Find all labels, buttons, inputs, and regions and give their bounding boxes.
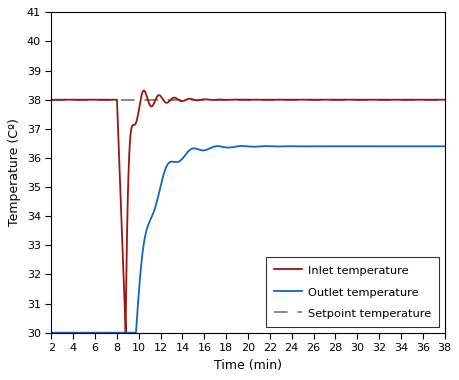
- Outlet temperature: [371, 144, 377, 149]
- X-axis label: Time (min): Time (min): [213, 359, 281, 372]
- Inlet temperature: [441, 97, 447, 102]
- Outlet temperature: [284, 144, 290, 149]
- Inlet temperature: [199, 97, 204, 102]
- Line: Outlet temperature: Outlet temperature: [51, 146, 444, 333]
- Outlet temperature: [304, 144, 309, 149]
- Outlet temperature: [341, 144, 347, 149]
- Inlet temperature: [304, 97, 309, 102]
- Inlet temperature: [141, 88, 146, 93]
- Y-axis label: Temperature (Cº): Temperature (Cº): [8, 119, 21, 226]
- Inlet temperature: [123, 330, 128, 334]
- Outlet temperature: [441, 144, 447, 149]
- Inlet temperature: [371, 97, 377, 102]
- Outlet temperature: [198, 148, 204, 153]
- Legend: Inlet temperature, Outlet temperature, Setpoint temperature: Inlet temperature, Outlet temperature, S…: [265, 256, 438, 327]
- Inlet temperature: [341, 97, 347, 102]
- Line: Inlet temperature: Inlet temperature: [51, 90, 444, 332]
- Inlet temperature: [49, 97, 54, 102]
- Outlet temperature: [238, 144, 244, 148]
- Inlet temperature: [284, 97, 290, 102]
- Outlet temperature: [120, 331, 125, 335]
- Inlet temperature: [120, 254, 125, 259]
- Outlet temperature: [49, 331, 54, 335]
